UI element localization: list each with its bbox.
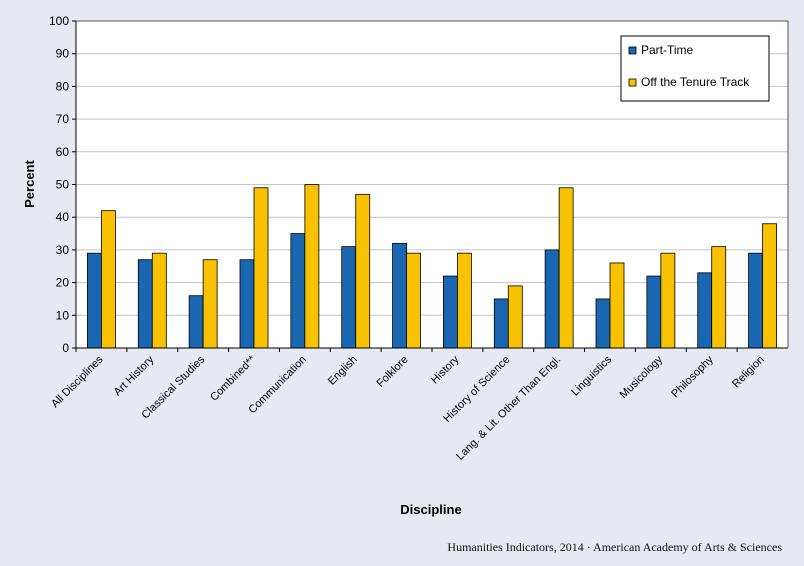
- bar-part-time: [493, 298, 509, 349]
- bar-off-tenure-track: [202, 259, 218, 349]
- bar-off-tenure-track: [355, 193, 371, 349]
- legend: Part-Time Off the Tenure Track: [620, 35, 770, 102]
- x-tick-label: Philosophy: [669, 353, 716, 400]
- x-tick-label: Folklore: [375, 354, 411, 390]
- y-tick-label: 10: [56, 308, 70, 322]
- bar-part-time: [239, 259, 255, 349]
- legend-label: Part-Time: [641, 43, 694, 57]
- bar-off-tenure-track: [101, 210, 116, 349]
- legend-swatch: [628, 46, 637, 55]
- bar-part-time: [188, 295, 204, 349]
- legend-box: [620, 35, 770, 102]
- bar-part-time: [595, 298, 611, 349]
- x-tick-label: History: [429, 353, 462, 386]
- legend-swatch: [628, 78, 637, 87]
- source-footer: Humanities Indicators, 2014 · American A…: [447, 540, 782, 554]
- x-tick-label: English: [326, 354, 360, 388]
- y-tick-label: 70: [56, 112, 70, 126]
- bars: [87, 184, 777, 349]
- y-tick-label: 30: [56, 243, 70, 257]
- bar-off-tenure-track: [151, 252, 167, 349]
- x-tick-label: Linguistics: [569, 353, 614, 398]
- bar-part-time: [87, 252, 102, 349]
- x-tick-label: Musicology: [618, 353, 666, 401]
- x-tick-label: Lang. & Lit. Other Than Engl.: [454, 354, 563, 463]
- bar-part-time: [443, 275, 458, 349]
- bar-part-time: [392, 242, 407, 349]
- y-tick-label: 20: [56, 276, 70, 290]
- y-axis-title: Percent: [22, 159, 37, 207]
- bar-off-tenure-track: [457, 252, 472, 349]
- bar-off-tenure-track: [558, 187, 574, 349]
- bar-part-time: [697, 272, 713, 349]
- bar-part-time: [748, 252, 763, 349]
- bar-off-tenure-track: [711, 246, 727, 349]
- bar-off-tenure-track: [660, 252, 676, 349]
- bar-off-tenure-track: [762, 223, 777, 349]
- x-tick-label: Religion: [730, 354, 767, 391]
- x-tick-label: Art History: [112, 353, 157, 398]
- bar-off-tenure-track: [406, 252, 421, 349]
- y-tick-label: 0: [62, 341, 69, 355]
- x-tick-label: Combined**: [208, 353, 259, 404]
- bar-part-time: [544, 249, 560, 349]
- bar-off-tenure-track: [609, 262, 625, 349]
- y-tick-label: 100: [49, 14, 69, 28]
- bar-off-tenure-track: [507, 285, 523, 349]
- y-tick-label: 40: [56, 210, 70, 224]
- x-axis-title: Discipline: [400, 502, 461, 517]
- bar-part-time: [341, 246, 357, 349]
- legend-label: Off the Tenure Track: [641, 75, 750, 89]
- x-tick-label: All Disciplines: [49, 353, 106, 410]
- bar-part-time: [290, 233, 306, 349]
- y-tick-label: 50: [56, 178, 70, 192]
- bar-part-time: [137, 259, 153, 349]
- bar-off-tenure-track: [253, 187, 269, 349]
- y-tick-label: 60: [56, 145, 70, 159]
- bar-part-time: [646, 275, 662, 349]
- y-tick-label: 80: [56, 79, 70, 93]
- bar-off-tenure-track: [304, 184, 320, 349]
- y-tick-label: 90: [56, 47, 70, 61]
